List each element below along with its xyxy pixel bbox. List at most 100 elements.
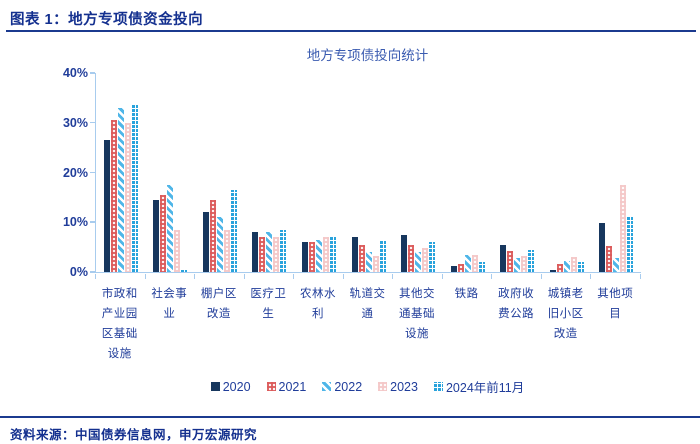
- bar-2021: [259, 237, 266, 272]
- bar-group: [344, 73, 394, 272]
- category-label: 城镇老旧小区改造: [547, 288, 584, 340]
- bar-2022: [514, 258, 521, 272]
- bar-2023: [422, 248, 429, 272]
- x-axis-tick: [393, 274, 443, 279]
- x-axis-tick: [591, 274, 642, 279]
- bar-2024年前11月: [181, 270, 188, 272]
- x-axis-ticks: [95, 274, 642, 279]
- bar-2020: [351, 237, 358, 272]
- bar-2022: [365, 252, 372, 272]
- bar-2020: [500, 245, 507, 272]
- figure-title: 图表 1：地方专项债资金投向: [10, 12, 204, 28]
- bar-2023: [372, 255, 379, 272]
- y-axis-labels: 0% 10% 20% 30% 40%: [0, 66, 88, 279]
- legend-item-2021: 2021: [266, 379, 307, 394]
- category-label: 社会事业: [151, 288, 188, 320]
- x-axis-tick: [542, 274, 592, 279]
- bar-2021: [556, 263, 563, 272]
- bar-2021: [110, 120, 117, 272]
- bar-2020: [252, 232, 259, 272]
- x-axis-tick: [344, 274, 394, 279]
- bar-2024年前11月: [379, 240, 386, 272]
- category-label: 政府收费公路: [498, 288, 535, 320]
- footer-divider: [0, 416, 700, 418]
- legend-swatch-icon: [210, 382, 220, 391]
- bar-2023: [174, 229, 181, 272]
- bar-2020: [401, 234, 408, 272]
- bar-2022: [315, 239, 322, 272]
- category-cell: 棚户区改造: [194, 284, 244, 324]
- bar-2020: [153, 199, 160, 272]
- legend-label: 2022: [334, 379, 363, 394]
- x-axis-labels: 市政和产业园区基础设施 社会事业 棚户区改造 医疗卫生 农林水利 轨道交通 其他交通基础设施…: [95, 284, 640, 364]
- bar-2024年前11月: [577, 261, 584, 272]
- bar-2023: [322, 237, 329, 272]
- bar-2024年前11月: [280, 229, 287, 272]
- legend-swatch-icon: [266, 382, 276, 391]
- y-axis-tick: [89, 221, 95, 223]
- bar-2024年前11月: [131, 105, 138, 272]
- bar-2024年前11月: [478, 262, 485, 272]
- bar-group: [492, 73, 542, 272]
- bar-2020: [450, 266, 457, 272]
- bar-2021: [358, 244, 365, 272]
- bar-2023: [223, 229, 230, 272]
- plot-area: [89, 72, 641, 273]
- bar-2021: [507, 251, 514, 272]
- category-cell: 市政和产业园区基础设施: [95, 284, 145, 364]
- bar-2023: [273, 237, 280, 272]
- x-axis-tick: [443, 274, 493, 279]
- bar-2020: [549, 270, 556, 272]
- x-axis-tick: [146, 274, 196, 279]
- category-cell: 铁路: [442, 284, 492, 304]
- legend-swatch-icon: [378, 382, 388, 391]
- legend-item-2022: 2022: [322, 380, 362, 394]
- bar-2023: [521, 256, 528, 272]
- category-label: 其他交通基础设施: [399, 288, 436, 340]
- legend-label: 2024年前11月: [445, 381, 525, 395]
- x-axis-tick: [96, 274, 146, 279]
- bar-2022: [563, 261, 570, 272]
- bar-2024年前11月: [230, 189, 237, 272]
- category-label: 市政和产业园区基础设施: [101, 288, 138, 360]
- y-axis-label: 30%: [62, 115, 88, 130]
- bar-group: [195, 73, 245, 272]
- bar-2024年前11月: [429, 242, 436, 272]
- bar-2024年前11月: [627, 216, 634, 272]
- chart-title: 地方专项债投向统计: [306, 48, 429, 63]
- bar-group: [146, 73, 196, 272]
- bar-2023: [471, 255, 478, 272]
- bar-2020: [103, 140, 110, 272]
- bar-2022: [117, 107, 124, 272]
- bar-2022: [613, 257, 620, 272]
- source-text: 资料来源：中国债券信息网，申万宏源研究: [10, 428, 258, 442]
- legend-label: 2021: [278, 379, 307, 394]
- bar-group: [294, 73, 344, 272]
- bar-2021: [408, 244, 415, 272]
- bar-2022: [266, 232, 273, 272]
- legend-label: 2023: [390, 379, 418, 394]
- bar-2021: [606, 246, 613, 272]
- bar-2020: [202, 212, 209, 272]
- bar-2021: [209, 199, 216, 272]
- y-axis-tick: [89, 121, 95, 124]
- bar-group: [542, 73, 592, 272]
- category-label: 棚户区改造: [200, 288, 237, 320]
- bar-2023: [124, 122, 131, 272]
- legend-label: 2020: [222, 379, 251, 394]
- y-axis-tick: [89, 271, 95, 273]
- x-axis-tick: [195, 274, 245, 279]
- category-label: 轨道交通: [349, 288, 386, 320]
- category-cell: 城镇老旧小区改造: [541, 284, 591, 344]
- y-axis-tick: [89, 72, 95, 74]
- bar-group: [443, 73, 493, 272]
- bar-group: [245, 73, 295, 272]
- category-label: 医疗卫生: [250, 288, 287, 320]
- bar-2020: [301, 242, 308, 272]
- bar-2021: [457, 264, 464, 272]
- legend-swatch-icon: [433, 382, 443, 391]
- y-axis-label: 40%: [62, 66, 88, 80]
- legend-swatch-icon: [322, 382, 332, 391]
- bar-2022: [216, 217, 223, 272]
